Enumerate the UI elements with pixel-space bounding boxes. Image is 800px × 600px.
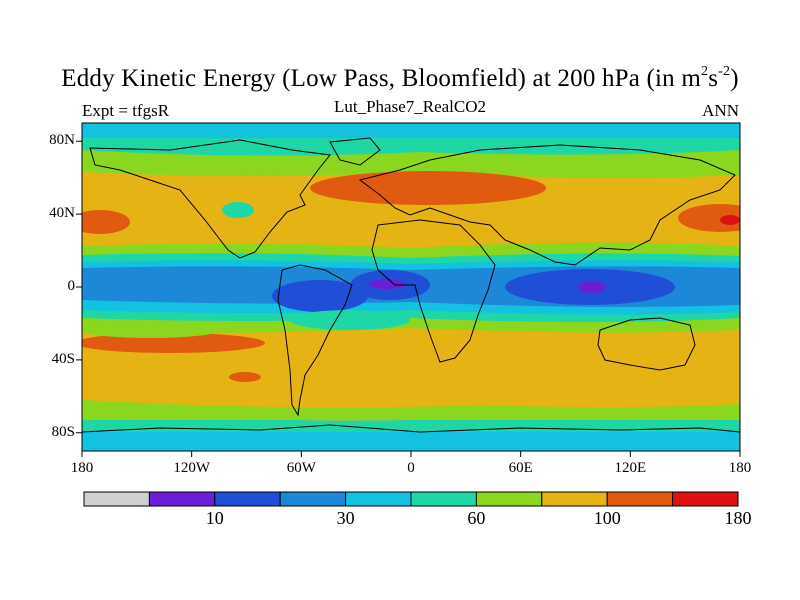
sh-orange-small xyxy=(229,372,261,382)
greenland-outline xyxy=(329,137,381,166)
africa-outline xyxy=(371,219,496,363)
south-polar-band xyxy=(82,428,740,451)
y-tick-label: 40N xyxy=(49,205,75,222)
x-tick-label: 60E xyxy=(508,460,533,476)
atlantic-purple-min xyxy=(369,279,405,289)
colorbar-box xyxy=(541,491,608,507)
y-tick-label: 40S xyxy=(51,350,75,367)
x-tick-label: 180 xyxy=(70,460,94,476)
colorbar-box xyxy=(475,491,543,507)
colorbar-box xyxy=(672,491,739,507)
coastlines xyxy=(82,137,740,433)
south-america-outline xyxy=(277,264,353,417)
antarctica-outline xyxy=(82,424,740,433)
asia-orange-max xyxy=(310,171,546,205)
sh-orange-max xyxy=(82,333,265,353)
pacific-orange-max-east xyxy=(678,204,740,232)
australia-outline xyxy=(597,317,696,371)
colorbar-label: 10 xyxy=(205,508,224,528)
colorbar-label: 30 xyxy=(336,508,355,528)
y-tick-label: 0 xyxy=(67,278,76,294)
red-core-east xyxy=(720,215,740,225)
green-patch-north-atlantic xyxy=(222,202,254,218)
colorbar-box xyxy=(279,491,347,507)
y-tick-label: 80N xyxy=(49,132,75,149)
colorbar-label: 100 xyxy=(593,508,621,528)
colorbar-box xyxy=(83,491,150,507)
x-tick-label: 120E xyxy=(614,460,647,476)
colorbar-box xyxy=(214,491,281,507)
north-america-outline xyxy=(89,139,331,259)
run-label: Lut_Phase7_RealCO2 xyxy=(333,97,487,116)
colorbar-label: 60 xyxy=(467,508,486,528)
indian-purple-min xyxy=(578,281,606,293)
south-green-band xyxy=(82,400,740,420)
colorbar-box xyxy=(606,491,674,507)
europe-asia-outline xyxy=(358,144,736,266)
south-high-band xyxy=(82,412,740,432)
x-tick-label: 120W xyxy=(173,460,210,476)
colorbar-label: 180 xyxy=(724,508,752,528)
colorbar xyxy=(83,491,739,507)
x-tick-label: 60W xyxy=(286,460,316,476)
atlantic-blue-min xyxy=(272,280,368,312)
south-pacific-green xyxy=(82,322,220,338)
axis-ticks xyxy=(76,140,741,457)
colorbar-box xyxy=(345,491,412,507)
season-label: ANN xyxy=(702,101,739,120)
chart-title: Eddy Kinetic Energy (Low Pass, Bloomfiel… xyxy=(61,64,739,92)
north-green-band xyxy=(82,150,740,178)
eke-field xyxy=(82,123,740,451)
x-tick-label: 0 xyxy=(407,460,415,476)
colorbar-box xyxy=(410,491,477,507)
colorbar-box xyxy=(148,491,216,507)
experiment-label: Expt = tfgsR xyxy=(82,101,170,120)
pacific-orange-max-west xyxy=(82,210,130,234)
south-pacific-yellow xyxy=(290,310,410,330)
x-tick-label: 180 xyxy=(728,460,752,476)
y-tick-label: 80S xyxy=(51,423,75,440)
